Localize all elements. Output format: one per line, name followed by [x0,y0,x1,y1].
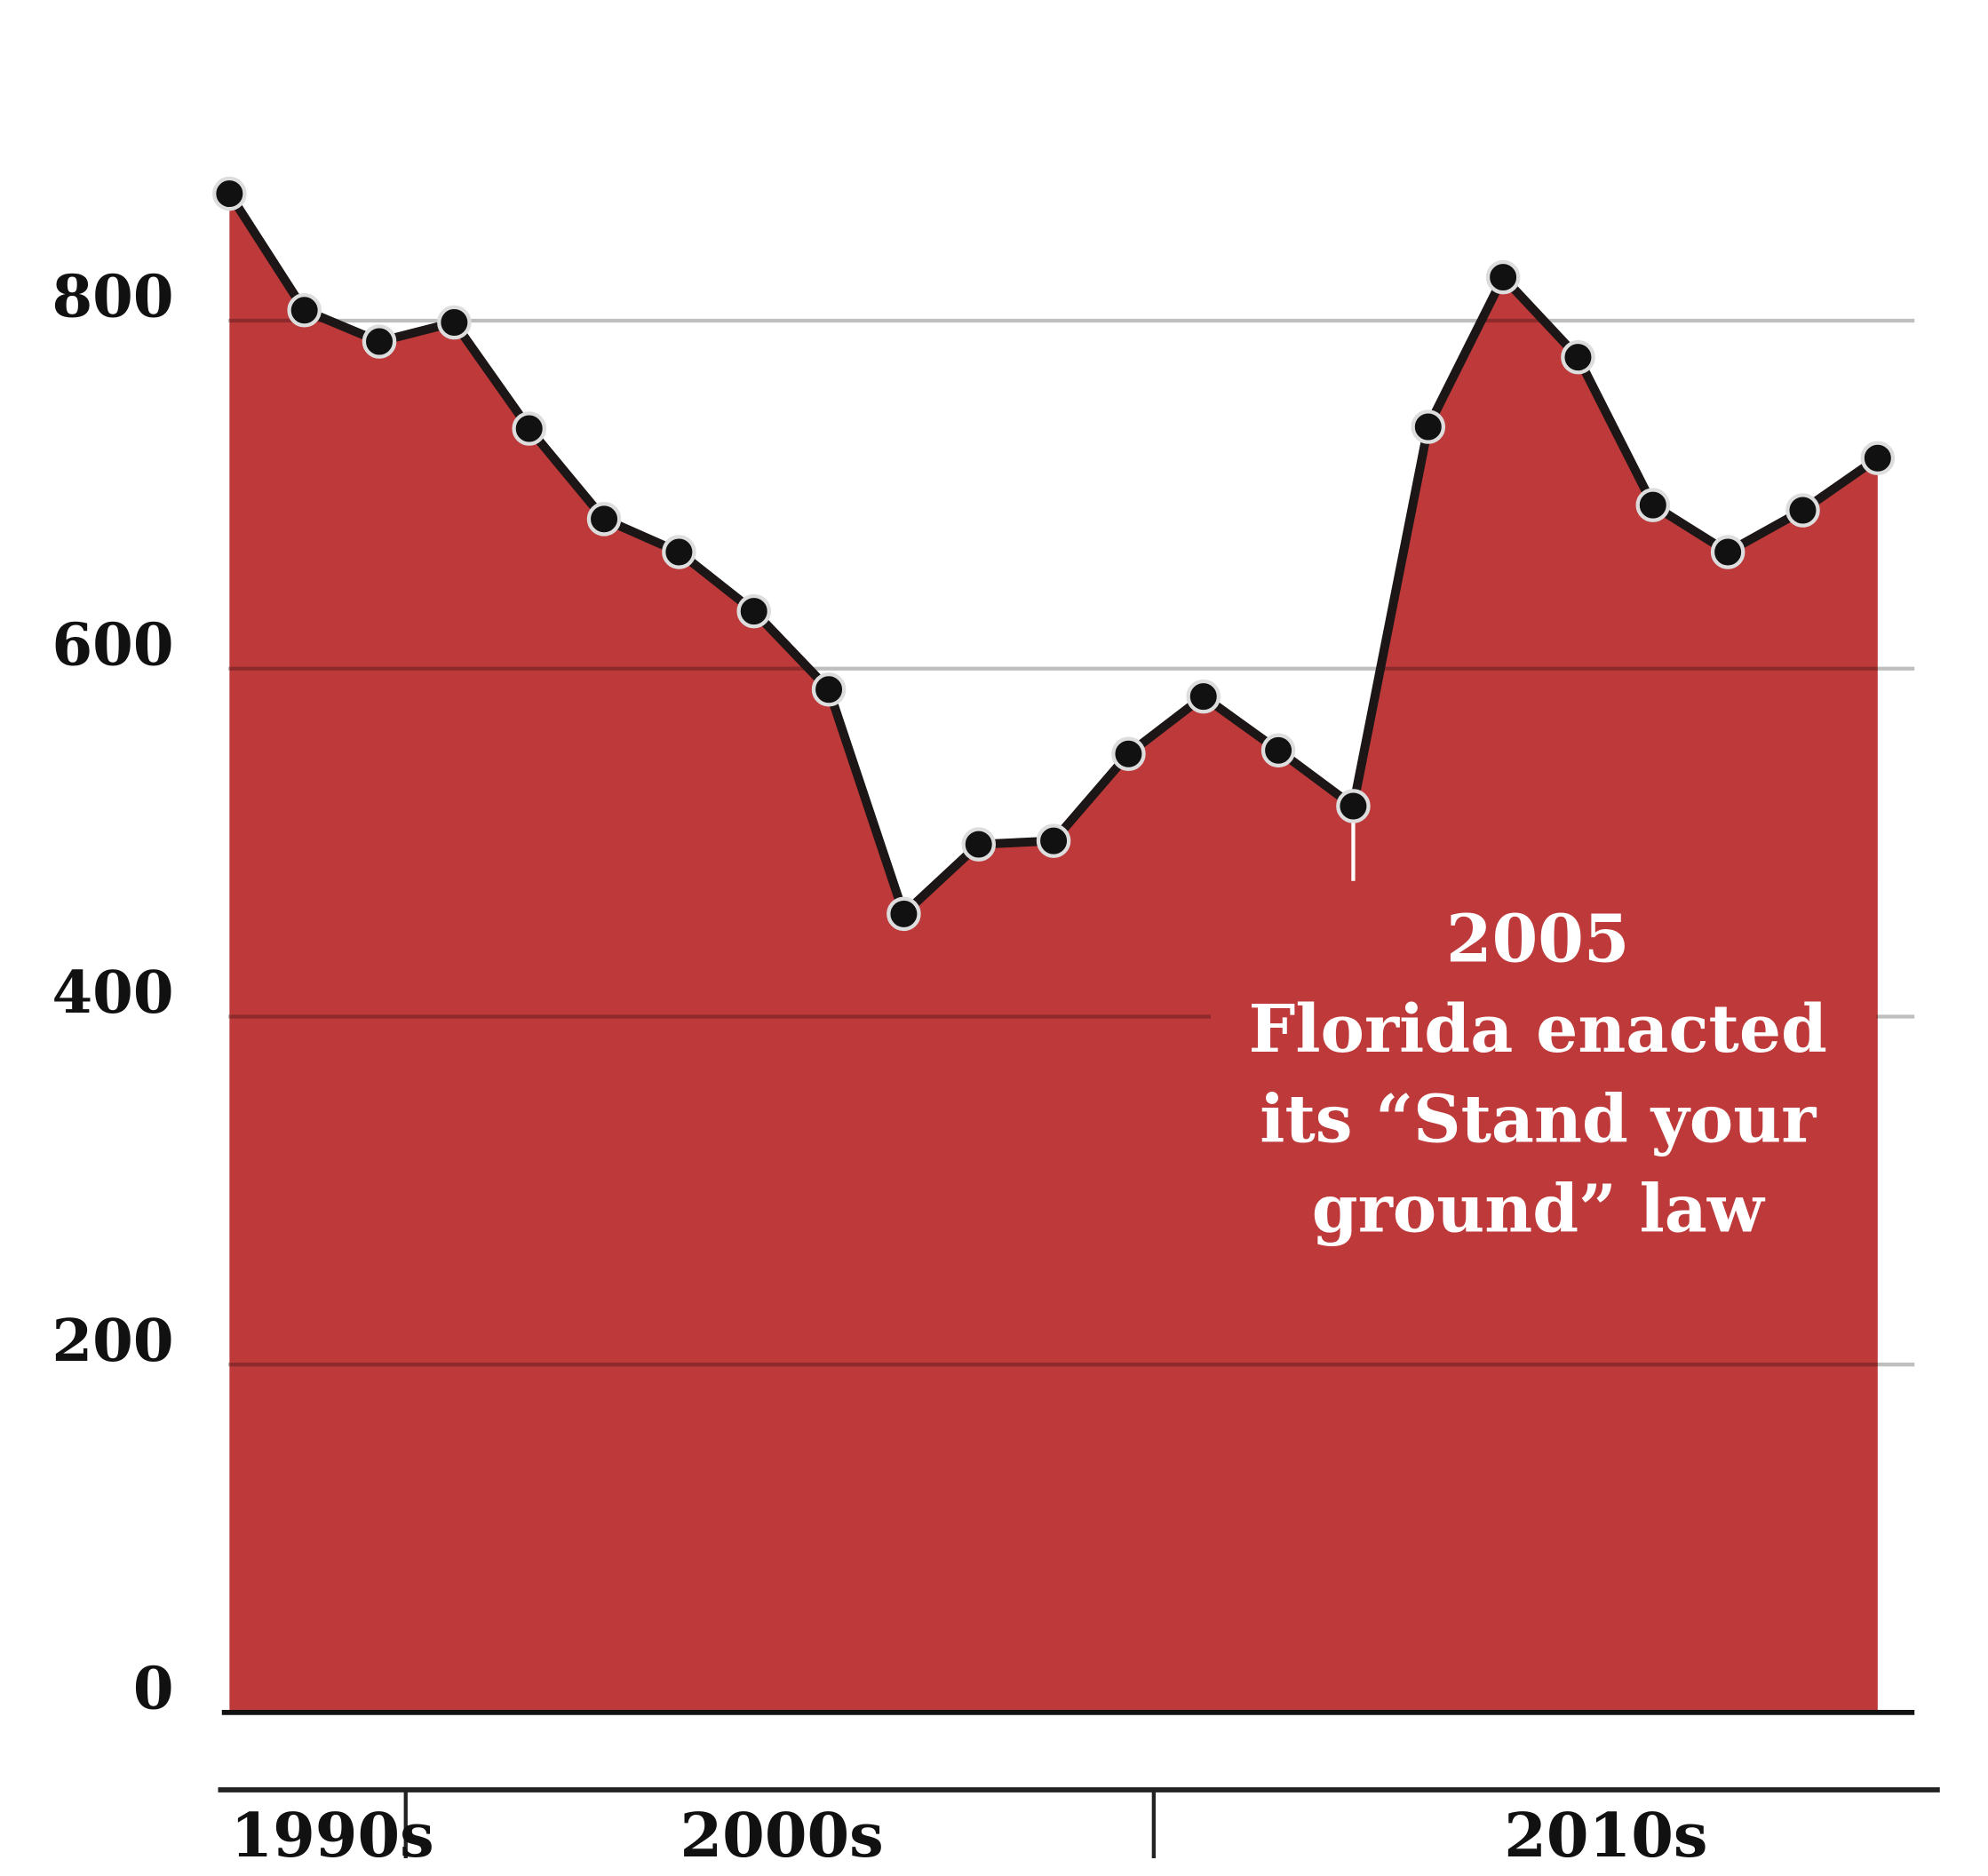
annotation-box [1211,880,1877,1300]
y-tick-label: 200 [52,1307,174,1375]
point [736,593,771,629]
point [1186,679,1221,714]
point [1111,736,1146,771]
point [887,896,921,932]
annotation-text: ground” law [1312,1170,1766,1248]
annotation-text: its “Stand your [1260,1079,1817,1157]
point [1710,535,1745,569]
area [229,194,1878,1713]
x-tick-label: 2010s [1504,1800,1707,1872]
annotation-text: Florida enacted [1249,990,1827,1068]
y-tick-label: 600 [52,610,174,679]
point [1485,259,1521,295]
point [1036,823,1071,858]
point [1336,789,1371,823]
point [586,502,622,537]
point [811,672,847,707]
y-tick-label: 400 [52,958,174,1027]
point [1635,488,1671,522]
annotation-text: 2005 [1446,900,1630,978]
point [512,411,546,446]
point [437,305,472,340]
point [961,827,997,862]
point [362,324,397,359]
point [212,176,247,211]
x-tick-label: 2000s [680,1800,884,1872]
point [1561,339,1595,375]
point [1785,493,1820,528]
y-tick-label: 800 [52,263,174,331]
point [662,535,696,569]
x-tick-label: 1990s [230,1800,433,1872]
point [1260,733,1296,768]
point [1411,409,1446,444]
y-tick-label: 0 [133,1655,174,1723]
point [287,293,322,328]
point [1860,441,1896,476]
